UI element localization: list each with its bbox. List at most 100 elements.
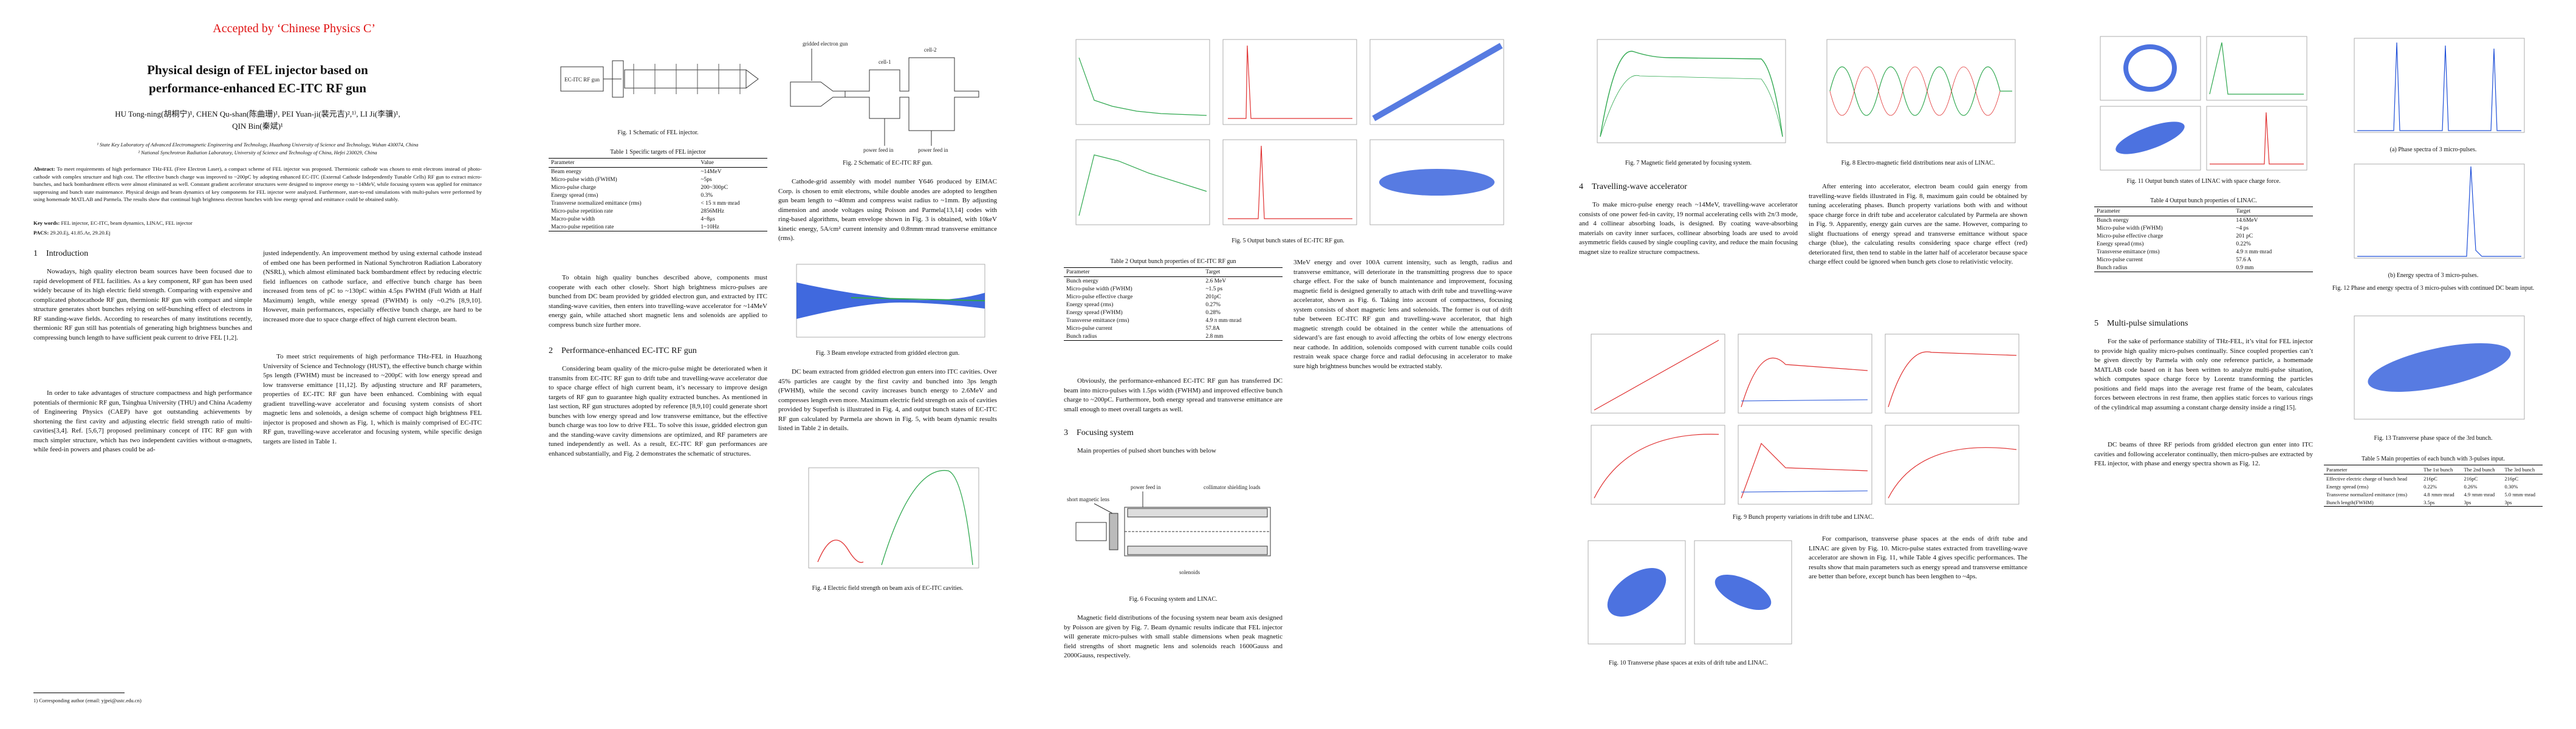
table-cell: Energy spread (FWHM) xyxy=(1066,309,1123,316)
table-grid: Parameter Value Beam energy ~14MeV Micro-pul… xyxy=(549,158,767,231)
header-cell: Target xyxy=(2233,207,2313,216)
table-row: Bunch radius 0.9 mm xyxy=(2094,264,2313,272)
section-title: Introduction xyxy=(46,249,89,258)
table-row: Energy spread (FWHM) 0.28% xyxy=(1064,309,1283,317)
header-row: Parameter Target xyxy=(2094,207,2313,216)
figure-shape xyxy=(1222,139,1357,225)
figure-12b xyxy=(2354,163,2525,259)
table-row: Beam energy ~14MeV xyxy=(549,168,767,176)
plot-curve xyxy=(1829,66,2012,116)
table-cell: Energy spread (rms) xyxy=(1066,301,1114,308)
figure-shape xyxy=(1075,39,1210,125)
plot-curve xyxy=(1600,75,1783,137)
section-number: 4 xyxy=(1579,182,1583,191)
table-row: Bunch energy 2.6 MeV xyxy=(1064,277,1283,286)
figure-caption: Fig. 12 Phase and energy spectra of 3 mi… xyxy=(2332,285,2535,292)
figure-label: power feed in xyxy=(863,147,894,153)
table: Table 1 Specific targets of FEL injector… xyxy=(549,149,767,231)
figure-shape xyxy=(1591,425,1725,505)
table-cell: 5.0 πmm·mrad xyxy=(2504,491,2536,498)
table-grid: Parameter Target Bunch energy 2.6 MeV Micro-… xyxy=(1064,267,1283,341)
section-title: Travelling-wave accelerator xyxy=(1592,182,1687,191)
table-cell: 0.22% xyxy=(2236,241,2251,247)
figure-shape xyxy=(2354,38,2525,133)
affiliation: ² National Synchrotron Radiation Laborat… xyxy=(138,149,377,156)
table-cell: 216pC xyxy=(2464,475,2478,482)
figure-subcaption: (b) Energy spectra of 3 micro-pulses. xyxy=(2388,272,2479,279)
table-cell: ~14MeV xyxy=(701,168,722,175)
plot-curve xyxy=(1741,357,1868,408)
figure-shape xyxy=(1127,508,1268,518)
table-cell: 2856MHz xyxy=(701,208,724,214)
paragraph: Magnetic field distributions of the focu… xyxy=(1064,614,1283,659)
table-cell: Energy spread (rms) xyxy=(2326,483,2369,490)
figure-shape xyxy=(1369,39,1504,125)
section-title: Performance-enhanced EC-ITC RF gun xyxy=(561,346,697,355)
abstract: Abstract: To meet requirements of high p… xyxy=(33,165,482,204)
keywords-text: FEL injector, EC-ITC, beam dynamics, LIN… xyxy=(61,220,193,226)
plot-curve xyxy=(790,81,846,107)
table-cell: 4.8 πmm·mrad xyxy=(2424,491,2454,498)
plot-curve xyxy=(2210,112,2304,165)
page: EC-ITC RF gun Fig. 1 Schematic of FEL in… xyxy=(515,0,1030,729)
table-caption: Table 5 Main properties of each bunch wi… xyxy=(2362,456,2505,462)
keywords: Key words: FEL injector, EC-ITC, beam dy… xyxy=(33,219,482,228)
figure-caption: Fig. 11 Output bunch states of LINAC wit… xyxy=(2126,178,2281,185)
figure-13 xyxy=(2354,315,2525,420)
table-row: Bunch length(FWHM) 3.5ps 3ps 3ps xyxy=(2324,498,2543,507)
figure-label: short magnetic lens xyxy=(1067,496,1109,502)
paragraph: To meet strict requirements of high perf… xyxy=(263,353,482,445)
title-line: performance-enhanced EC-ITC RF gun xyxy=(149,81,366,95)
table-body: Bunch energy 2.6 MeV Micro-pulse width (FW… xyxy=(1064,277,1283,341)
table-head: Parameter Target xyxy=(2094,207,2313,216)
table-row: Micro-pulse width (FWHM) ~5ps xyxy=(549,176,767,183)
header-cell: Target xyxy=(1203,267,1283,277)
table-body: Effective electric charge of bunch head 2… xyxy=(2324,474,2543,507)
figure-10 xyxy=(1588,540,1792,645)
table-cell: Beam energy xyxy=(551,168,582,175)
plot-curve xyxy=(1888,447,2017,499)
figure-shape xyxy=(1738,425,1872,505)
table-cell: 3ps xyxy=(2502,498,2543,507)
table-cell: 2.8 mm xyxy=(1203,332,1283,341)
table-cell: Transverse normalized emittance (rms) xyxy=(551,200,642,207)
table-cell: Energy spread (rms) xyxy=(551,192,598,199)
figure-part xyxy=(1127,508,1268,555)
figure-shape xyxy=(2206,36,2307,101)
table-cell: 4.9 π mm·mrad xyxy=(2236,248,2272,255)
figure-caption: Fig. 6 Focusing system and LINAC. xyxy=(1129,596,1218,603)
figure-2: gridded electron gun cell-1 cell-2 power… xyxy=(790,41,979,153)
table-caption: Table 2 Output bunch properties of EC-IT… xyxy=(1110,258,1236,265)
table-cell: Bunch radius xyxy=(2094,264,2234,272)
table-cell: ~5ps xyxy=(701,176,712,183)
figure-shape xyxy=(1222,39,1357,125)
table-cell: 14.6MeV xyxy=(2236,217,2258,224)
header-cell: Parameter xyxy=(1064,267,1204,277)
table-caption: Table 4 Output bunch properties of LINAC… xyxy=(2150,197,2257,204)
table-cell: 1~10Hz xyxy=(698,223,767,231)
table-cell: Effective electric charge of bunch head xyxy=(2326,475,2408,482)
figure-shape xyxy=(1738,334,1872,414)
table-row: Micro-pulse width (FWHM) ~1.5 ps xyxy=(1064,285,1283,293)
table-body: Beam energy ~14MeV Micro-pulse width (FWHM… xyxy=(549,168,767,231)
authors: HU Tong-ning(胡桐宁)¹, CHEN Qu-shan(陈曲珊)¹, … xyxy=(0,108,515,132)
figure-caption: Fig. 2 Schematic of EC-ITC RF gun. xyxy=(843,160,933,166)
plot-curve xyxy=(2357,42,2521,131)
figure-7 xyxy=(1597,39,1786,143)
table-row: Transverse emittance (rms) 4.9 π mm·mrad xyxy=(1064,317,1283,324)
table-row: Micro-pulse current 57.8A xyxy=(1064,324,1283,332)
table-row: Energy spread (rms) 0.22% xyxy=(2094,240,2313,248)
table-head: Parameter Target xyxy=(1064,267,1283,277)
figure-label: solenoids xyxy=(1179,569,1200,575)
table-row: Transverse normalized emittance (rms) 4.8… xyxy=(2324,490,2543,498)
plot-cloud xyxy=(1379,169,1495,196)
figure-caption: Fig. 7 Magnetic field generated by focus… xyxy=(1625,160,1752,166)
abstract-label: Abstract: xyxy=(33,166,55,172)
figure-label: power feed in xyxy=(918,147,948,153)
section-heading: 4 Travelling-wave accelerator xyxy=(1579,182,1687,192)
table-cell: Micro-pulse width (FWHM) xyxy=(551,176,617,183)
table-cell: Transverse emittance (rms) xyxy=(1066,317,1129,324)
plot-cloud xyxy=(2115,122,2185,154)
figure-shape xyxy=(1885,334,2019,414)
